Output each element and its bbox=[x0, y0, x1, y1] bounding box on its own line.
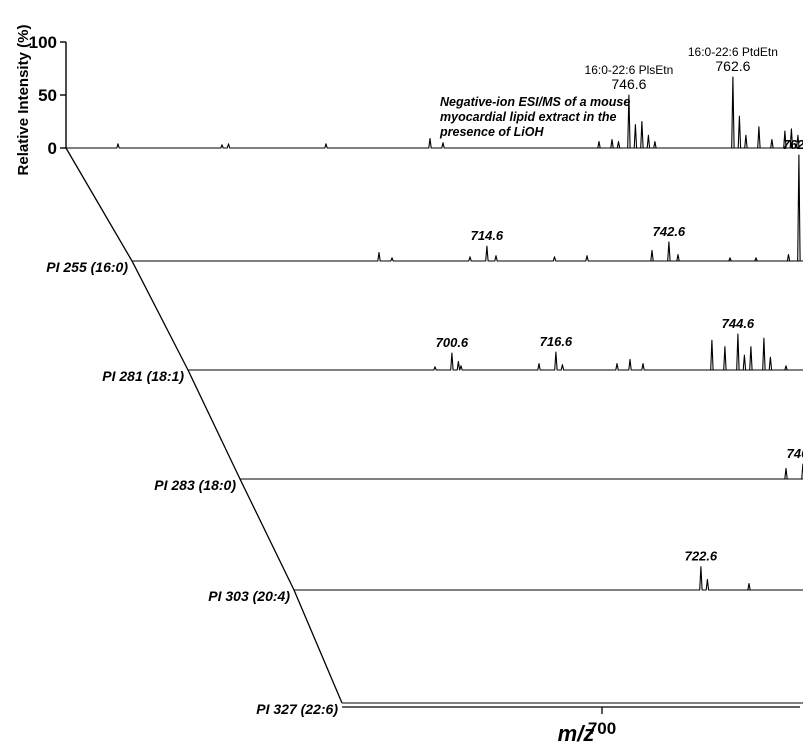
note-line: Negative-ion ESI/MS of a mouse bbox=[440, 95, 630, 109]
y-tick-label: 50 bbox=[38, 86, 57, 105]
scan-label: PI 283 (18:0) bbox=[154, 477, 236, 493]
peak-annotation: 16:0-22:6 PlsEtn bbox=[585, 63, 674, 77]
scan-label: PI 327 (22:6) bbox=[256, 701, 338, 717]
y-tick-label: 0 bbox=[48, 139, 57, 158]
trace-precursor-ion-scan: PI 255 (16:0) 714.6 742.6 762.6 bbox=[46, 137, 803, 275]
spectrum-line bbox=[240, 463, 803, 480]
peak-label: 762.6 bbox=[715, 58, 750, 74]
spectrum-line bbox=[132, 154, 803, 262]
peak-label: 744.6 bbox=[722, 316, 755, 331]
spectrum-line bbox=[66, 76, 803, 149]
spectrum-line bbox=[294, 566, 803, 591]
x-axis-label: m/z bbox=[558, 721, 595, 746]
peak-label: 746.6 bbox=[787, 446, 803, 461]
peak-label: 722.6 bbox=[685, 549, 718, 564]
peak-label: 762.6 bbox=[783, 137, 803, 152]
scan-label: PI 281 (18:1) bbox=[102, 368, 184, 384]
spectrum-note: Negative-ion ESI/MS of a mouse myocardia… bbox=[439, 95, 630, 139]
peak-label: 742.6 bbox=[653, 224, 686, 239]
trace-precursor-ion-scan: PI 327 (22:6)746.6762.6774.6790.6 bbox=[256, 701, 803, 717]
scan-label: PI 303 (20:4) bbox=[208, 588, 290, 604]
peak-label: 746.6 bbox=[611, 76, 646, 92]
y-tick-label: 100 bbox=[29, 33, 57, 52]
peak-label: 714.6 bbox=[471, 228, 504, 243]
trace-full-scan: 746.616:0-22:6 PlsEtn 762.616:0-22:6 PtdE… bbox=[66, 45, 803, 149]
scan-label: PI 255 (16:0) bbox=[46, 259, 128, 275]
waterfall-offset-line bbox=[65, 147, 343, 704]
peak-label: 700.6 bbox=[436, 335, 469, 350]
y-axis-label: Relative Intensity (%) bbox=[15, 25, 32, 176]
trace-precursor-ion-scan: PI 303 (20:4)722.6766.6 bbox=[208, 549, 803, 604]
spectrum-line bbox=[342, 702, 803, 704]
x-axis: 700750800 bbox=[342, 706, 800, 738]
trace-precursor-ion-scan: PI 283 (18:0)746.6790.6 bbox=[154, 446, 803, 493]
spectrum-line bbox=[188, 333, 803, 371]
note-line: presence of LiOH bbox=[439, 125, 544, 139]
x-tick-label: 700 bbox=[588, 719, 616, 738]
peak-label: 716.6 bbox=[540, 334, 573, 349]
peak-annotation: 16:0-22:6 PtdEtn bbox=[688, 45, 778, 59]
note-line: myocardial lipid extract in the bbox=[440, 110, 616, 124]
y-axis: 0 50 100 bbox=[29, 33, 67, 158]
